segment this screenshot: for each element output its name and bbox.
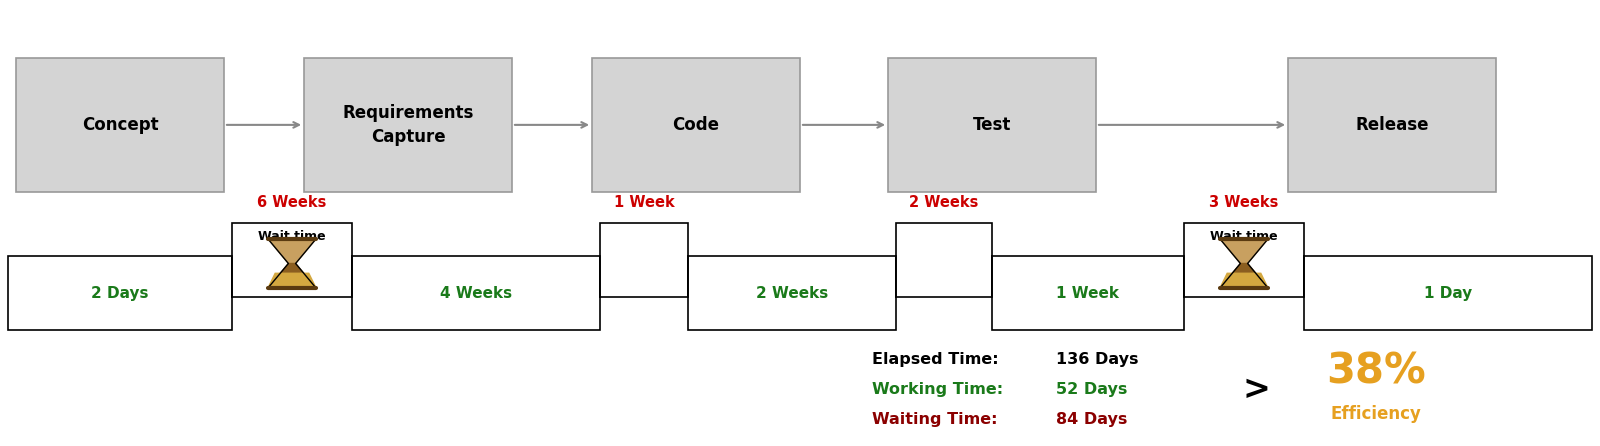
- FancyBboxPatch shape: [592, 58, 800, 192]
- Text: Test: Test: [973, 116, 1011, 134]
- Bar: [1184, 223, 1304, 297]
- Bar: [1304, 256, 1592, 330]
- FancyBboxPatch shape: [304, 58, 512, 192]
- Text: Concept: Concept: [82, 116, 158, 134]
- Text: 2 Days: 2 Days: [91, 286, 149, 301]
- Text: Wait time: Wait time: [258, 230, 326, 243]
- Polygon shape: [1221, 239, 1267, 264]
- Bar: [896, 223, 992, 297]
- Text: Requirements
Capture: Requirements Capture: [342, 104, 474, 146]
- Text: 1 Day: 1 Day: [1424, 286, 1472, 301]
- Text: Waiting Time:: Waiting Time:: [872, 412, 997, 427]
- Text: 2 Weeks: 2 Weeks: [909, 194, 979, 210]
- Bar: [600, 223, 688, 297]
- Bar: [352, 256, 600, 330]
- Bar: [232, 223, 352, 297]
- Polygon shape: [1221, 264, 1267, 288]
- Text: 4 Weeks: 4 Weeks: [440, 286, 512, 301]
- Text: Wait time: Wait time: [1210, 230, 1278, 243]
- FancyBboxPatch shape: [1288, 58, 1496, 192]
- FancyBboxPatch shape: [16, 58, 224, 192]
- Text: 1 Week: 1 Week: [1056, 286, 1120, 301]
- Polygon shape: [269, 239, 317, 264]
- Text: 136 Days: 136 Days: [1056, 351, 1139, 367]
- Bar: [992, 256, 1184, 330]
- Polygon shape: [269, 273, 317, 288]
- Text: 6 Weeks: 6 Weeks: [258, 194, 326, 210]
- Text: Elapsed Time:: Elapsed Time:: [872, 351, 998, 367]
- FancyBboxPatch shape: [888, 58, 1096, 192]
- Text: Code: Code: [672, 116, 720, 134]
- Text: 52 Days: 52 Days: [1056, 382, 1128, 397]
- Polygon shape: [1221, 273, 1267, 288]
- Text: 1 Week: 1 Week: [614, 194, 674, 210]
- Polygon shape: [269, 264, 317, 288]
- Text: Working Time:: Working Time:: [872, 382, 1003, 397]
- Text: 38%: 38%: [1326, 351, 1426, 392]
- Bar: [8, 256, 232, 330]
- Text: Release: Release: [1355, 116, 1429, 134]
- Text: 84 Days: 84 Days: [1056, 412, 1128, 427]
- Text: 2 Weeks: 2 Weeks: [755, 286, 829, 301]
- Text: >: >: [1242, 373, 1270, 406]
- Bar: [688, 256, 896, 330]
- Text: Efficiency: Efficiency: [1331, 405, 1421, 423]
- Text: 3 Weeks: 3 Weeks: [1210, 194, 1278, 210]
